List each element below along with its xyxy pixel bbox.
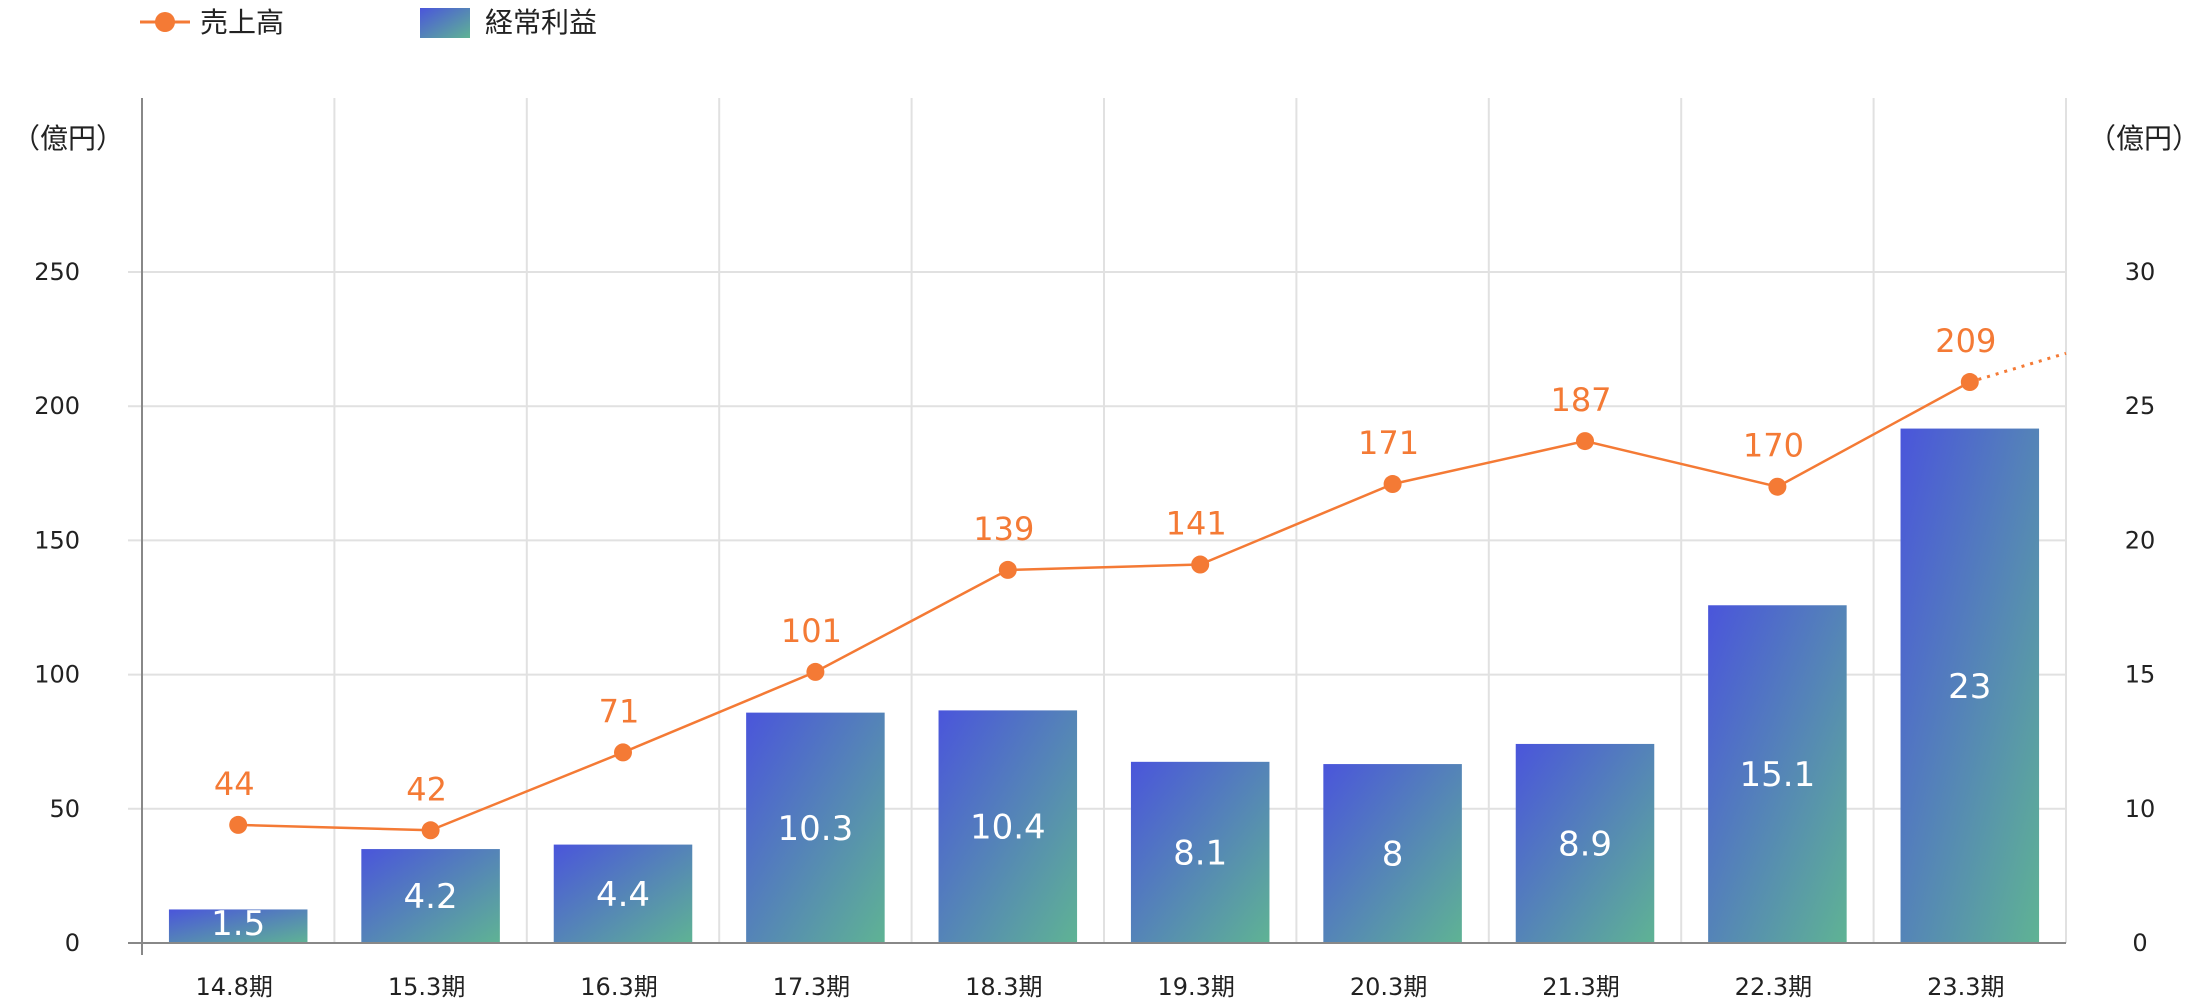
sales-point bbox=[1191, 555, 1210, 574]
right-tick-label: 25 bbox=[2125, 392, 2156, 420]
legend-line-marker bbox=[155, 12, 175, 32]
category-label: 19.3期 bbox=[1157, 973, 1234, 1001]
left-tick-label: 200 bbox=[34, 392, 80, 420]
sales-trend-extension bbox=[1969, 351, 2067, 384]
sales-point bbox=[1383, 475, 1402, 494]
category-label: 23.3期 bbox=[1927, 973, 2004, 1001]
bar-value-label: 4.2 bbox=[404, 877, 458, 917]
bar-value-label: 23 bbox=[1948, 667, 1991, 707]
sales-line bbox=[238, 380, 1971, 832]
bar bbox=[1323, 764, 1462, 943]
sales-point bbox=[229, 815, 248, 834]
right-tick-label: 30 bbox=[2125, 258, 2156, 286]
axes bbox=[128, 98, 2066, 955]
sales-value-label: 42 bbox=[406, 770, 447, 808]
sales-value-label: 101 bbox=[781, 612, 842, 650]
right-tick-label: 20 bbox=[2125, 526, 2156, 554]
bar-value-label: 8.1 bbox=[1173, 833, 1227, 873]
category-label: 17.3期 bbox=[773, 973, 850, 1001]
bar bbox=[1900, 428, 2040, 944]
right-tick-label: 0 bbox=[2132, 929, 2147, 957]
sales-value-label: 187 bbox=[1550, 381, 1611, 419]
sales-value-label: 141 bbox=[1166, 505, 1227, 543]
category-label: 22.3期 bbox=[1735, 973, 1812, 1001]
bar-series bbox=[168, 428, 2040, 944]
sales-point bbox=[1960, 373, 1979, 392]
category-label: 18.3期 bbox=[965, 973, 1042, 1001]
bar bbox=[553, 844, 693, 943]
left-tick-label: 250 bbox=[34, 258, 80, 286]
bar-value-label: 4.4 bbox=[596, 875, 650, 915]
sales-point bbox=[421, 821, 440, 840]
labels: 0 50 100 150 200 250 0 10 15 20 25 30 1.5 4.2 4.4 10.3 1… bbox=[34, 258, 2155, 1001]
sales-value-label: 139 bbox=[973, 510, 1034, 548]
bar-value-label: 15.1 bbox=[1740, 755, 1816, 795]
sales-point bbox=[1576, 432, 1594, 451]
bar bbox=[1708, 605, 1847, 943]
category-label: 14.8期 bbox=[195, 973, 272, 1001]
bar bbox=[1130, 761, 1270, 943]
bar-value-label: 1.5 bbox=[211, 904, 265, 944]
sales-point bbox=[998, 560, 1017, 579]
sales-point bbox=[806, 662, 825, 681]
line-series bbox=[229, 351, 2067, 840]
legend: 売上高 経常利益 bbox=[140, 6, 597, 39]
bar bbox=[361, 849, 500, 943]
sales-point bbox=[1768, 477, 1787, 496]
left-tick-label: 100 bbox=[34, 661, 80, 689]
legend-bar-swatch bbox=[420, 8, 470, 38]
sales-value-label: 209 bbox=[1935, 322, 1996, 360]
sales-value-label: 44 bbox=[214, 765, 255, 803]
sales-value-label: 71 bbox=[599, 692, 640, 730]
category-label: 20.3期 bbox=[1350, 973, 1427, 1001]
left-axis-unit: （億円） bbox=[12, 122, 124, 155]
left-tick-label: 0 bbox=[65, 929, 80, 957]
sales-point bbox=[614, 743, 632, 762]
category-label: 16.3期 bbox=[580, 973, 657, 1001]
bar-value-label: 8.9 bbox=[1558, 824, 1612, 864]
bar bbox=[1515, 743, 1655, 943]
sales-value-label: 171 bbox=[1358, 424, 1419, 462]
sales-value-label: 170 bbox=[1743, 427, 1804, 465]
left-tick-label: 150 bbox=[34, 526, 80, 554]
right-tick-label: 15 bbox=[2125, 661, 2156, 689]
category-label: 21.3期 bbox=[1542, 973, 1619, 1001]
bar-value-label: 10.3 bbox=[778, 809, 854, 849]
bar bbox=[168, 909, 308, 943]
category-label: 15.3期 bbox=[388, 973, 465, 1001]
legend-line-label: 売上高 bbox=[200, 6, 284, 39]
bar-value-label: 10.4 bbox=[970, 808, 1046, 848]
right-axis-unit: （億円） bbox=[2088, 122, 2200, 155]
legend-bar-label: 経常利益 bbox=[485, 6, 597, 39]
bar-value-label: 8 bbox=[1382, 835, 1404, 875]
left-tick-label: 50 bbox=[49, 795, 80, 823]
right-tick-label: 10 bbox=[2125, 795, 2156, 823]
bar bbox=[938, 710, 1078, 943]
bar bbox=[746, 712, 885, 943]
